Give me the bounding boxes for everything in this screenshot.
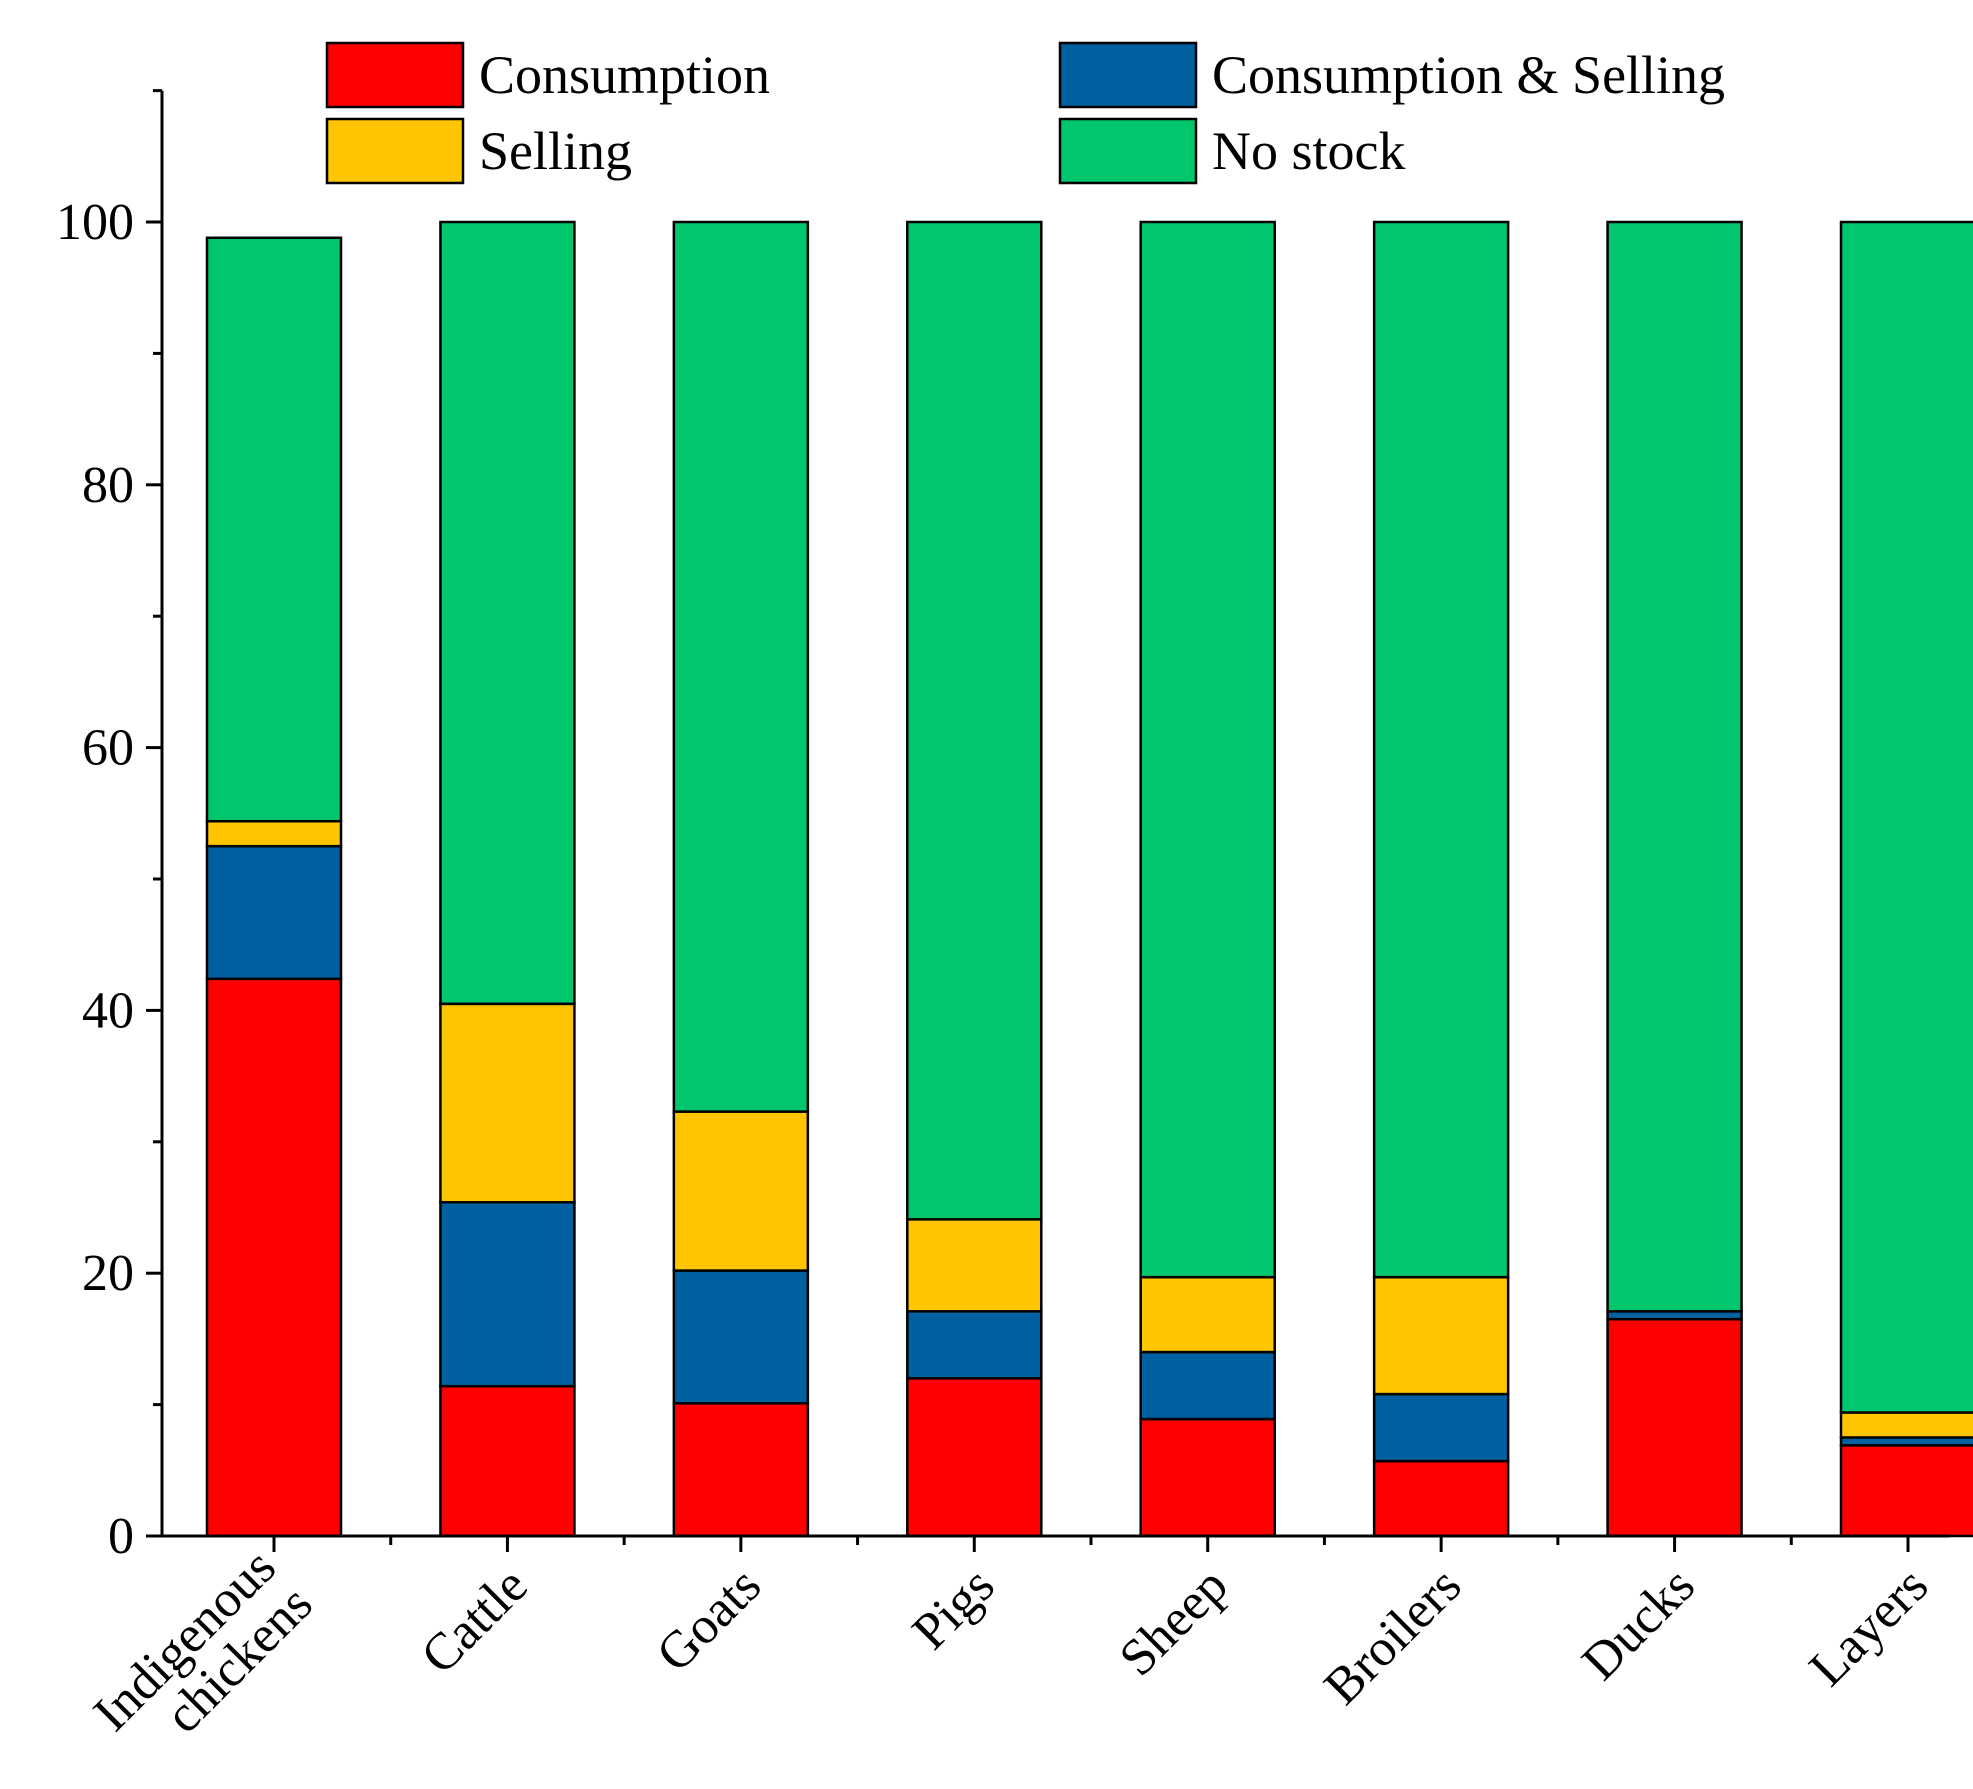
legend-swatch-consumption-selling <box>1058 41 1198 109</box>
bar-sheep-no-stock <box>1139 220 1276 1279</box>
x-tick-label: Goats <box>646 1557 772 1683</box>
bar-sheep-consumption <box>1139 1417 1276 1538</box>
bar-pigs-consumption-selling <box>906 1310 1043 1380</box>
y-tick-label: 20 <box>82 1245 134 1302</box>
legend: Consumption Consumption & Selling Selling N… <box>325 41 1725 185</box>
bar-goats-consumption-selling <box>672 1269 810 1405</box>
bar-indigenous-chickens-consumption-selling <box>205 844 343 981</box>
bar-sheep-consumption-selling <box>1139 1350 1276 1421</box>
legend-swatch-no-stock <box>1058 117 1198 185</box>
bar-broilers-no-stock <box>1372 220 1510 1279</box>
y-tick-label: 100 <box>56 194 134 251</box>
bar-cattle-consumption <box>439 1384 576 1538</box>
legend-label-consumption-selling: Consumption & Selling <box>1212 45 1725 105</box>
legend-label-selling: Selling <box>479 121 632 181</box>
bar-cattle-consumption-selling <box>439 1200 576 1388</box>
bar-indigenous-chickens-no-stock <box>205 236 343 823</box>
bar-indigenous-chickens-selling <box>205 819 343 848</box>
bar-layers-no-stock <box>1839 220 1973 1414</box>
bar-cattle-selling <box>439 1002 576 1204</box>
bar-ducks-no-stock <box>1606 220 1743 1313</box>
bar-goats-consumption <box>672 1402 810 1538</box>
x-tick-label: Pigs <box>902 1557 1006 1661</box>
bar-pigs-selling <box>906 1218 1043 1313</box>
bar-indigenous-chickens-consumption <box>205 977 343 1538</box>
y-tick-label: 60 <box>82 720 134 777</box>
bar-layers-consumption <box>1839 1444 1973 1538</box>
bar-goats-selling <box>672 1110 810 1272</box>
bar-ducks-consumption <box>1606 1317 1743 1538</box>
x-tick-label: Indigenouschickens <box>83 1539 323 1779</box>
bar-pigs-consumption <box>906 1377 1043 1538</box>
x-tick-label: Sheep <box>1109 1557 1239 1687</box>
legend-label-no-stock: No stock <box>1212 121 1405 181</box>
bars-layer <box>205 220 1973 1538</box>
bar-broilers-selling <box>1372 1275 1510 1396</box>
x-tick-label: Cattle <box>411 1557 539 1685</box>
bar-broilers-consumption-selling <box>1372 1392 1510 1463</box>
legend-swatch-selling <box>325 117 465 185</box>
x-tick-label: Broilers <box>1314 1557 1473 1716</box>
y-tick-label: 80 <box>82 457 134 514</box>
bar-layers-selling <box>1839 1411 1973 1439</box>
bar-broilers-consumption <box>1372 1459 1510 1538</box>
x-tick-label: Ducks <box>1572 1557 1706 1691</box>
legend-swatch-consumption <box>325 41 465 109</box>
y-tick-label: 0 <box>108 1508 134 1565</box>
bar-goats-no-stock <box>672 220 810 1113</box>
bar-pigs-no-stock <box>906 220 1043 1221</box>
bar-sheep-selling <box>1139 1275 1276 1354</box>
x-tick-label: Layers <box>1799 1557 1939 1697</box>
y-tick-label: 40 <box>82 982 134 1039</box>
legend-label-consumption: Consumption <box>479 45 770 105</box>
bar-cattle-no-stock <box>439 220 576 1006</box>
